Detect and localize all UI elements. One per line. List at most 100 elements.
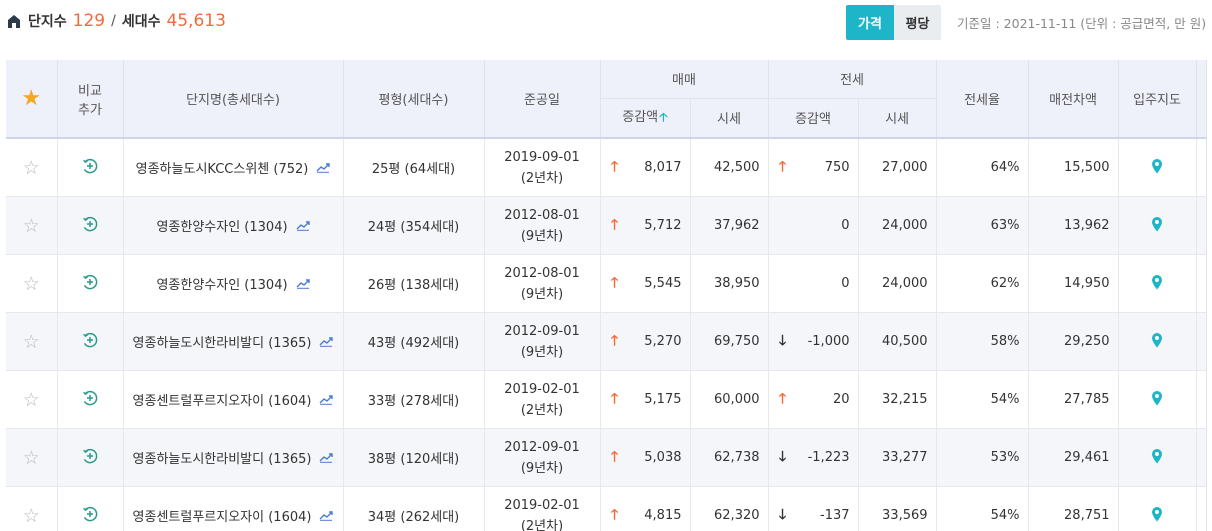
table-row[interactable]: ☆ 영종한양수자인 (1304) 26평 (138세대) 2012-08-01 (9년차… <box>6 254 1207 313</box>
favorite-cell[interactable]: ☆ <box>6 428 58 487</box>
table-row[interactable]: ☆ 영종센트럴푸르지오자이 (1604) 33평 (278세대) 2019-02-01… <box>6 370 1207 429</box>
area-cell: 43평 (492세대) <box>343 312 485 371</box>
compare-cell[interactable] <box>57 138 124 197</box>
complex-name-cell[interactable]: 영종하늘도시한라비발디 (1365) <box>123 428 344 487</box>
compare-cell[interactable] <box>57 312 124 371</box>
table-row[interactable]: ☆ 영종하늘도시KCC스위첸 (752) 25평 (64세대) 2019-09-01 (… <box>6 138 1207 197</box>
compare-add-icon[interactable] <box>81 157 99 175</box>
compare-add-icon[interactable] <box>81 331 99 349</box>
complex-name-cell[interactable]: 영종하늘도시KCC스위첸 (752) <box>123 138 344 197</box>
favorite-cell[interactable]: ☆ <box>6 254 58 313</box>
favorite-header[interactable]: ★ <box>6 60 58 139</box>
row-filler <box>1196 486 1207 531</box>
pyeong-toggle-button[interactable]: 평당 <box>894 5 941 40</box>
map-pin-icon[interactable] <box>1151 506 1163 522</box>
map-cell[interactable] <box>1118 138 1197 197</box>
map-pin-icon[interactable] <box>1151 216 1163 232</box>
trend-chart-icon[interactable] <box>296 220 310 231</box>
area-header[interactable]: 평형(세대수) <box>343 60 485 139</box>
jeonse-change-cell: 🡑 750 <box>768 138 859 197</box>
table-row[interactable]: ☆ 영종하늘도시한라비발디 (1365) 38평 (120세대) 2012-09-01… <box>6 428 1207 487</box>
compare-cell[interactable] <box>57 254 124 313</box>
star-outline-icon[interactable]: ☆ <box>22 272 40 295</box>
complex-name-cell[interactable]: 영종하늘도시한라비발디 (1365) <box>123 312 344 371</box>
map-pin-icon[interactable] <box>1151 390 1163 406</box>
map-pin-icon[interactable] <box>1151 332 1163 348</box>
jeonse-change-cell: 0 <box>768 196 859 255</box>
map-cell[interactable] <box>1118 196 1197 255</box>
jeonse-price-header[interactable]: 시세 <box>858 98 937 139</box>
complex-name[interactable]: 영종한양수자인 (1304) <box>156 220 288 235</box>
favorite-cell[interactable]: ☆ <box>6 196 58 255</box>
sale-price-cell: 37,962 <box>690 196 769 255</box>
trend-chart-icon[interactable] <box>319 510 334 521</box>
sale-change-header[interactable]: 증감액🡡 <box>600 98 691 139</box>
compare-cell[interactable] <box>57 370 124 429</box>
complex-name[interactable]: 영종하늘도시한라비발디 (1365) <box>132 452 312 467</box>
gap-header[interactable]: 매전차액 <box>1028 60 1119 139</box>
arrow-up-icon: 🡑 <box>610 448 619 465</box>
map-pin-icon[interactable] <box>1151 448 1163 464</box>
complex-name[interactable]: 영종센트럴푸르지오자이 (1604) <box>132 510 312 525</box>
jeonse-change-value: -137 <box>820 508 850 523</box>
price-toggle-button[interactable]: 가격 <box>846 5 894 40</box>
map-cell[interactable] <box>1118 486 1197 531</box>
area-cell: 25평 (64세대) <box>343 138 485 197</box>
arrow-up-icon: 🡑 <box>610 390 619 407</box>
complex-name-cell[interactable]: 영종한양수자인 (1304) <box>123 196 344 255</box>
map-cell[interactable] <box>1118 370 1197 429</box>
star-outline-icon[interactable]: ☆ <box>22 446 40 469</box>
jeonse-price-cell: 32,215 <box>858 370 937 429</box>
building-age: (9년차) <box>520 344 564 360</box>
arrow-up-icon: 🡑 <box>778 390 787 407</box>
trend-chart-icon[interactable] <box>319 336 334 347</box>
jeonse-change-header[interactable]: 증감액 <box>768 98 859 139</box>
table-row[interactable]: ☆ 영종센트럴푸르지오자이 (1604) 34평 (262세대) 2019-02-01… <box>6 486 1207 531</box>
top-bar: 단지수 129 / 세대수 45,613 가격 평당 기준일 : 2021-11… <box>0 0 1212 46</box>
complex-name[interactable]: 영종하늘도시한라비발디 (1365) <box>132 336 312 351</box>
jeonse-ratio-header[interactable]: 전세율 <box>936 60 1029 139</box>
favorite-cell[interactable]: ☆ <box>6 370 58 429</box>
trend-chart-icon[interactable] <box>296 278 310 289</box>
star-outline-icon[interactable]: ☆ <box>22 388 40 411</box>
compare-add-icon[interactable] <box>81 273 99 291</box>
star-outline-icon[interactable]: ☆ <box>22 504 40 527</box>
compare-add-icon[interactable] <box>81 215 99 233</box>
arrow-down-icon: 🡓 <box>778 332 787 349</box>
complex-name-header[interactable]: 단지명(총세대수) <box>123 60 344 139</box>
map-pin-icon[interactable] <box>1151 158 1163 174</box>
compare-add-icon[interactable] <box>81 389 99 407</box>
map-cell[interactable] <box>1118 254 1197 313</box>
complex-name-cell[interactable]: 영종한양수자인 (1304) <box>123 254 344 313</box>
complex-name-cell[interactable]: 영종센트럴푸르지오자이 (1604) <box>123 486 344 531</box>
compare-add-icon[interactable] <box>81 505 99 523</box>
map-cell[interactable] <box>1118 428 1197 487</box>
table-row[interactable]: ☆ 영종하늘도시한라비발디 (1365) 43평 (492세대) 2012-09-01… <box>6 312 1207 371</box>
star-outline-icon[interactable]: ☆ <box>22 156 40 179</box>
favorite-cell[interactable]: ☆ <box>6 486 58 531</box>
trend-chart-icon[interactable] <box>319 452 334 463</box>
trend-chart-icon[interactable] <box>319 394 334 405</box>
building-age: (9년차) <box>520 286 564 302</box>
complex-name[interactable]: 영종하늘도시KCC스위첸 (752) <box>135 162 309 177</box>
sale-price-header[interactable]: 시세 <box>690 98 769 139</box>
star-outline-icon[interactable]: ☆ <box>22 330 40 353</box>
compare-cell[interactable] <box>57 486 124 531</box>
favorite-cell[interactable]: ☆ <box>6 312 58 371</box>
building-age: (9년차) <box>520 460 564 476</box>
star-outline-icon[interactable]: ☆ <box>22 214 40 237</box>
complex-name[interactable]: 영종센트럴푸르지오자이 (1604) <box>132 394 312 409</box>
jeonse-change-value: -1,223 <box>807 450 850 465</box>
favorite-cell[interactable]: ☆ <box>6 138 58 197</box>
compare-cell[interactable] <box>57 196 124 255</box>
table-row[interactable]: ☆ 영종한양수자인 (1304) 24평 (354세대) 2012-08-01 (9년차… <box>6 196 1207 255</box>
compare-add-icon[interactable] <box>81 447 99 465</box>
compare-cell[interactable] <box>57 428 124 487</box>
complex-name[interactable]: 영종한양수자인 (1304) <box>156 278 288 293</box>
completion-header[interactable]: 준공일 <box>484 60 601 139</box>
map-cell[interactable] <box>1118 312 1197 371</box>
trend-chart-icon[interactable] <box>316 162 331 173</box>
map-pin-icon[interactable] <box>1151 274 1163 290</box>
sale-group-header: 매매 <box>600 60 769 99</box>
complex-name-cell[interactable]: 영종센트럴푸르지오자이 (1604) <box>123 370 344 429</box>
